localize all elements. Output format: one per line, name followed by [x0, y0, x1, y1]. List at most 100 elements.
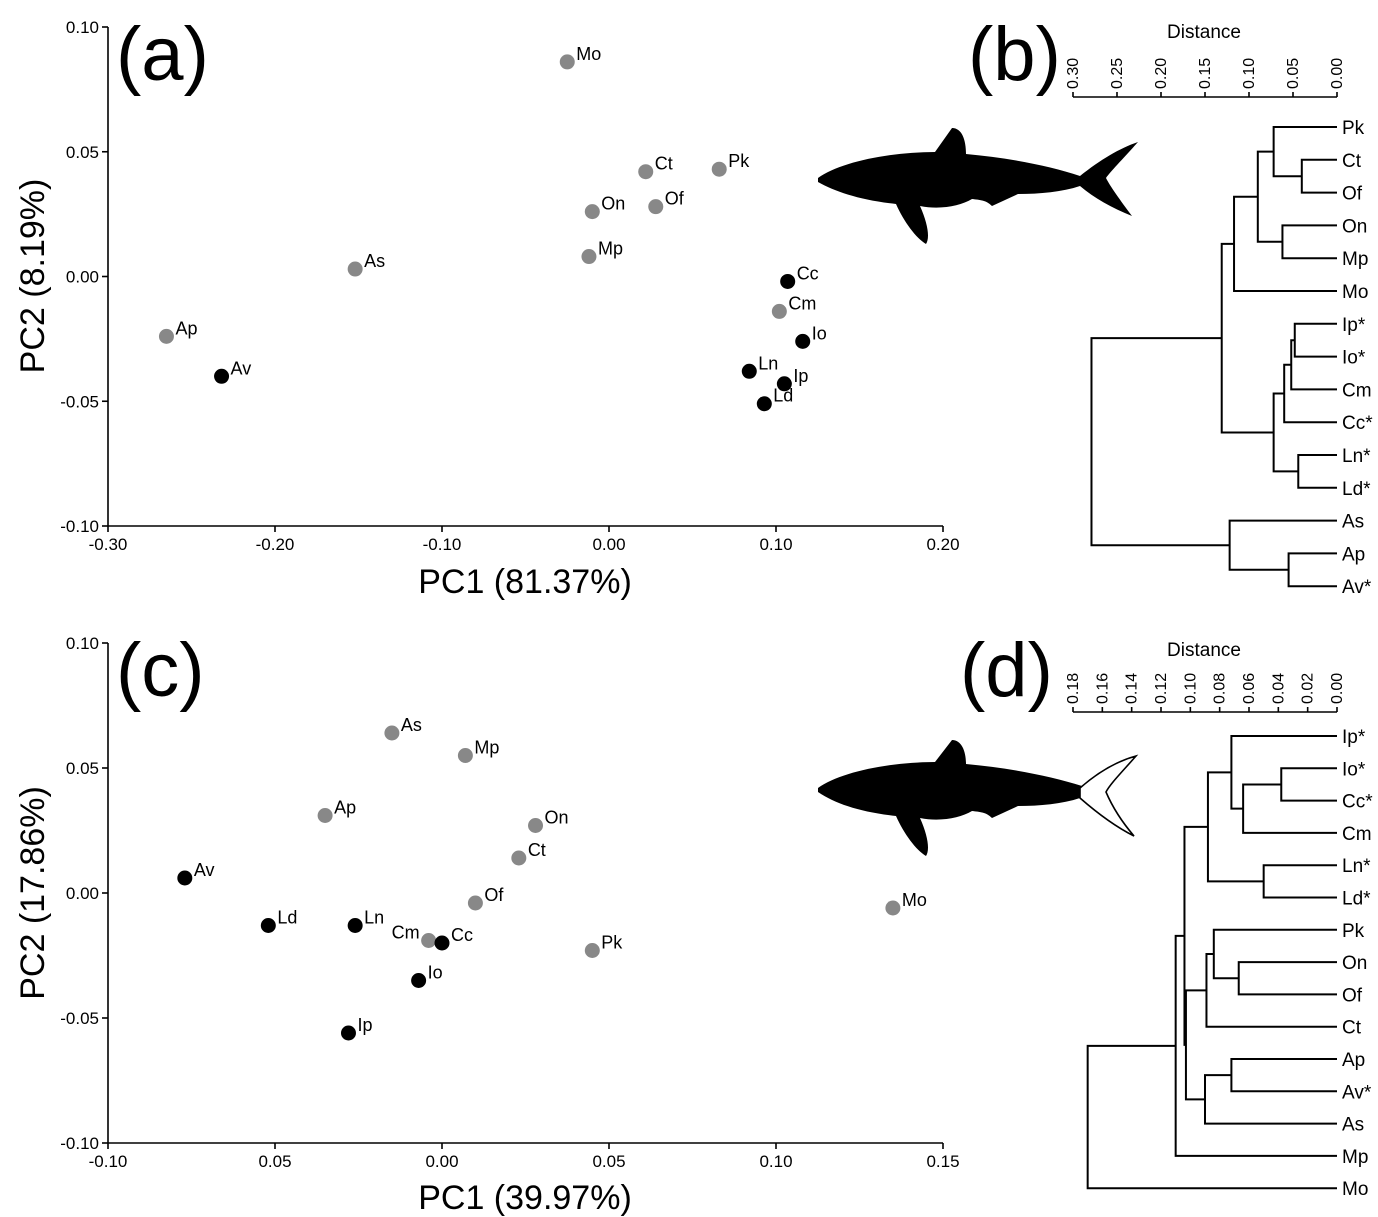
d-dendrogram-branch — [1183, 825, 1208, 1046]
b-leaf-label: Pk — [1342, 118, 1365, 139]
a-point-pk — [711, 161, 727, 177]
b-leaf-label: Io* — [1342, 348, 1366, 369]
a-point-mp — [581, 249, 597, 265]
panel-c-label: (c) — [116, 628, 205, 713]
d-dendrogram-branch — [1086, 1044, 1337, 1190]
c-point-label-av: Av — [194, 860, 215, 880]
c-y-tick-label: -0.05 — [60, 1009, 99, 1028]
c-point-io — [411, 973, 427, 988]
b-leaf-label: Av* — [1342, 577, 1372, 598]
d-leaf-label: Pk — [1342, 921, 1365, 942]
b-dendrogram-branch — [1256, 150, 1283, 243]
c-point-ip — [340, 1025, 356, 1041]
b-dendrogram-branch — [1300, 158, 1337, 194]
a-y-tick-label: -0.10 — [60, 517, 99, 536]
b-distance-tick-label: 0.10 — [1241, 58, 1258, 89]
c-point-mo — [885, 900, 901, 916]
a-point-cc — [780, 273, 796, 289]
c-point-label-as: As — [401, 715, 422, 735]
c-y-tick-label: 0.05 — [66, 759, 99, 778]
a-point-label-ct: Ct — [655, 154, 673, 174]
d-dendrogram-branch — [1205, 953, 1337, 1028]
b-leaf-label: Of — [1342, 184, 1363, 205]
panel-a-ylabel: PC2 (8.19%) — [14, 179, 52, 374]
c-point-as — [384, 725, 400, 741]
b-leaf-label: On — [1342, 216, 1367, 237]
a-point-label-pk: Pk — [728, 151, 750, 171]
d-dendrogram-branch — [1230, 735, 1337, 810]
d-distance-tick-label: 0.18 — [1065, 673, 1082, 704]
b-dendrogram-branch — [1290, 339, 1337, 391]
d-dendrogram-branch — [1206, 771, 1264, 883]
c-point-label-on: On — [545, 808, 569, 828]
a-x-tick-label: 0.20 — [926, 535, 959, 554]
c-point-ld — [260, 918, 276, 933]
c-point-label-ct: Ct — [528, 840, 546, 860]
c-point-label-cc: Cc — [451, 925, 473, 945]
d-distance-tick-label: 0.10 — [1182, 673, 1199, 704]
a-point-label-ap: Ap — [175, 318, 197, 338]
a-x-tick-label: 0.00 — [592, 535, 625, 554]
d-distance-tick-label: 0.12 — [1153, 673, 1170, 704]
a-point-ln — [741, 363, 757, 379]
b-leaf-label: Ip* — [1342, 315, 1366, 336]
d-dendrogram-branch — [1204, 1074, 1337, 1125]
c-x-tick-label: 0.15 — [926, 1152, 959, 1171]
d-distance-tick-label: 0.08 — [1212, 673, 1229, 704]
b-dendrogram-branch — [1287, 552, 1337, 588]
c-point-label-ln: Ln — [364, 908, 384, 928]
a-point-of — [648, 199, 664, 215]
d-leaf-label: On — [1342, 953, 1367, 974]
a-x-tick-label: -0.30 — [89, 535, 128, 554]
b-distance-tick-label: 0.15 — [1197, 58, 1214, 89]
d-leaf-label: Ct — [1342, 1018, 1362, 1039]
d-distance-tick-label: 0.06 — [1241, 673, 1258, 704]
panel-a-label: (a) — [116, 12, 209, 97]
b-dendrogram-branch — [1293, 322, 1337, 358]
a-point-label-ip: Ip — [793, 366, 808, 386]
d-leaf-label: Mp — [1342, 1147, 1368, 1168]
b-dendrogram-branch — [1272, 392, 1299, 473]
c-x-tick-label: 0.10 — [759, 1152, 792, 1171]
c-point-label-ld: Ld — [277, 908, 297, 928]
b-distance-tick-label: 0.00 — [1329, 58, 1346, 89]
a-point-label-as: As — [364, 251, 385, 271]
a-point-label-av: Av — [231, 358, 252, 378]
d-dendrogram-branch — [1262, 864, 1337, 899]
b-leaf-label: Mp — [1342, 249, 1368, 270]
a-point-label-on: On — [601, 194, 625, 214]
b-leaf-label: As — [1342, 512, 1364, 533]
b-dendrogram-branch — [1281, 224, 1337, 260]
a-y-tick-label: 0.05 — [66, 143, 99, 162]
d-leaf-label: Io* — [1342, 759, 1366, 780]
d-distance-tick-label: 0.04 — [1270, 673, 1287, 704]
panel-b-distance-title: Distance — [1167, 22, 1241, 43]
a-x-tick-label: -0.20 — [256, 535, 295, 554]
d-leaf-label: Ip* — [1342, 727, 1366, 748]
panel-b-dendrogram: (b) Distance 0.30 0.25 0.20 0.15 0.10 0.05 0.0… — [968, 12, 1373, 598]
c-point-label-io: Io — [428, 963, 443, 983]
d-leaf-label: Ld* — [1342, 889, 1371, 910]
d-leaf-label: Cc* — [1342, 792, 1373, 813]
b-leaf-label: Cm — [1342, 380, 1372, 401]
b-leaf-label: Ld* — [1342, 479, 1371, 500]
c-x-tick-label: 0.05 — [592, 1152, 625, 1171]
a-x-tick-label: -0.10 — [423, 535, 462, 554]
panel-c-scatter: -0.10 -0.05 0.00 0.05 0.10 -0.10 0.05 0.00 0.05 0… — [14, 628, 960, 1217]
d-distance-tick-label: 0.14 — [1124, 673, 1141, 704]
d-leaf-label: Ap — [1342, 1050, 1365, 1071]
b-leaf-label: Ct — [1342, 151, 1362, 172]
a-point-label-cm: Cm — [788, 293, 816, 313]
b-leaf-label: Cc* — [1342, 413, 1373, 434]
a-point-mo — [559, 54, 575, 70]
a-point-label-mo: Mo — [576, 44, 601, 64]
d-distance-tick-label: 0.16 — [1094, 673, 1111, 704]
c-point-mp — [457, 748, 473, 763]
a-point-ap — [158, 328, 174, 344]
a-y-tick-label: -0.05 — [60, 392, 99, 411]
c-point-of — [467, 895, 483, 911]
b-dendrogram-branch — [1233, 195, 1337, 292]
d-leaf-label: As — [1342, 1115, 1364, 1136]
a-y-tick-label: 0.00 — [66, 268, 99, 287]
shark-outline-tail-icon — [818, 740, 1139, 856]
